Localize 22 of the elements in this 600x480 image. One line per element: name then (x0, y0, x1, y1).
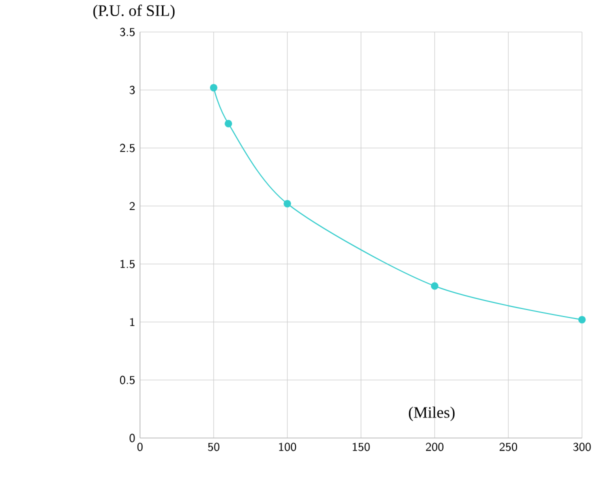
x-axis-title: (Miles) (408, 406, 455, 422)
y-tick-label: 2 (130, 202, 135, 210)
y-tick-label: 1 (130, 318, 134, 326)
x-tick-label: 100 (279, 442, 296, 452)
point (224, 120, 232, 128)
y-tick-label: 1.5 (120, 260, 135, 268)
y-axis-title: (P.U. of SIL) (93, 4, 175, 20)
point (578, 316, 586, 324)
x-tick-label: 200 (426, 442, 444, 452)
y-tick-label: 0.5 (120, 376, 135, 384)
x-tick-label: 300 (573, 442, 591, 452)
x-tick-label: 50 (208, 442, 220, 452)
y-tick-label: 3.5 (120, 28, 135, 36)
y-tick-label: 0 (130, 434, 135, 442)
x-tick-label: 0 (137, 442, 143, 452)
y-tick-label: 3 (130, 86, 135, 94)
point (210, 84, 218, 92)
point (430, 282, 438, 290)
point (284, 200, 292, 208)
x-tick-label: 150 (352, 442, 370, 452)
x-tick-label: 250 (500, 442, 518, 452)
y-tick-label: 2.5 (120, 144, 135, 152)
